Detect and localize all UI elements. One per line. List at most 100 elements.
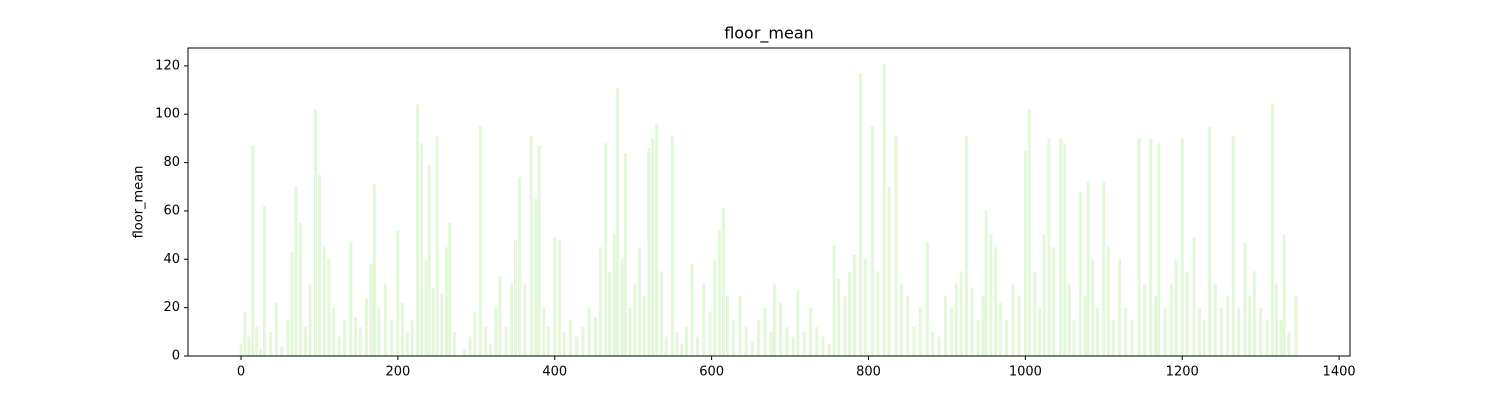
bar: [608, 271, 612, 356]
bar: [286, 319, 290, 356]
bar: [628, 307, 632, 356]
bar: [1231, 136, 1235, 356]
x-tick-label: 800: [856, 365, 881, 380]
bar: [664, 336, 668, 356]
bar: [970, 288, 974, 356]
x-tick-label: 400: [542, 365, 567, 380]
bar: [984, 210, 988, 356]
y-axis-label: floor_mean: [132, 166, 147, 239]
bar: [943, 295, 947, 356]
bar: [1117, 259, 1121, 356]
bar: [1248, 295, 1252, 356]
bar: [1274, 283, 1278, 356]
bar: [358, 326, 362, 356]
bar: [1213, 283, 1217, 356]
bar: [981, 295, 985, 356]
bar: [259, 348, 263, 356]
bar: [504, 326, 508, 356]
bar: [440, 293, 444, 356]
bar: [696, 336, 700, 356]
bar: [1111, 319, 1115, 356]
bar: [1265, 319, 1269, 356]
bar: [243, 312, 247, 356]
bar: [954, 283, 958, 356]
bar: [498, 276, 502, 356]
bar: [702, 283, 706, 356]
bar: [557, 239, 561, 356]
bar: [870, 126, 874, 356]
bar: [863, 259, 867, 356]
bar: [372, 184, 376, 356]
bar: [859, 73, 863, 357]
bar: [534, 198, 538, 356]
bar: [675, 331, 679, 356]
bar: [637, 247, 641, 356]
bar: [950, 307, 954, 356]
bar: [670, 136, 674, 356]
bar: [327, 259, 331, 356]
bar: [647, 148, 651, 356]
bar: [1063, 143, 1067, 356]
bar: [906, 295, 910, 356]
y-tick-label: 20: [163, 300, 180, 315]
bar: [401, 302, 405, 356]
bar: [419, 143, 423, 356]
bar: [1096, 307, 1100, 356]
x-tick-label: 1000: [1009, 365, 1042, 380]
bar: [581, 326, 585, 356]
bar: [473, 312, 477, 356]
bar: [1086, 181, 1090, 356]
bar: [255, 326, 259, 356]
bar: [976, 319, 980, 356]
bar: [1078, 191, 1082, 356]
bar: [431, 288, 435, 356]
bar: [523, 283, 527, 356]
bar: [1130, 319, 1134, 356]
bar: [410, 319, 414, 356]
bar: [1252, 271, 1256, 356]
bar: [744, 326, 748, 356]
bar: [1033, 271, 1037, 356]
bar: [1124, 307, 1128, 356]
bar: [685, 326, 689, 356]
bar: [612, 235, 616, 356]
bar: [651, 138, 655, 356]
bar: [448, 223, 452, 356]
bar: [354, 317, 358, 356]
bar: [1294, 295, 1298, 356]
bar: [290, 252, 294, 356]
bar: [1149, 138, 1153, 356]
bar: [484, 326, 488, 356]
bar: [562, 331, 566, 356]
bar: [314, 109, 318, 357]
y-tick-label: 60: [163, 203, 180, 218]
bar: [757, 319, 761, 356]
bar: [587, 307, 591, 356]
chart-title: floor_mean: [724, 24, 814, 44]
bar: [616, 87, 620, 357]
bar: [808, 307, 812, 356]
bar: [1083, 295, 1087, 356]
bar: [882, 63, 886, 356]
bar: [832, 244, 836, 356]
bar: [989, 235, 993, 356]
bar: [918, 307, 922, 356]
bar: [604, 143, 608, 356]
bar: [478, 126, 482, 356]
bar: [274, 302, 278, 356]
bar: [365, 297, 369, 356]
bar: [546, 326, 550, 356]
bar: [488, 343, 492, 356]
bar: [1270, 104, 1274, 356]
bar: [959, 271, 963, 356]
bar: [1037, 307, 1041, 356]
x-tick-label: 0: [237, 365, 245, 380]
bar: [322, 247, 326, 356]
bar: [1107, 247, 1111, 356]
bar: [1219, 307, 1223, 356]
bar: [1197, 307, 1201, 356]
bar: [1143, 283, 1147, 356]
bar: [1259, 307, 1263, 356]
